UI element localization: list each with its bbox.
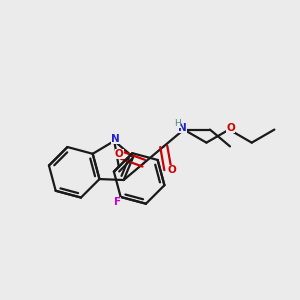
Text: O: O <box>115 149 124 159</box>
Text: O: O <box>168 165 177 175</box>
Text: N: N <box>178 123 187 133</box>
Text: H: H <box>175 119 181 128</box>
Text: N: N <box>111 134 120 144</box>
Text: O: O <box>226 123 235 133</box>
Text: F: F <box>114 197 121 207</box>
